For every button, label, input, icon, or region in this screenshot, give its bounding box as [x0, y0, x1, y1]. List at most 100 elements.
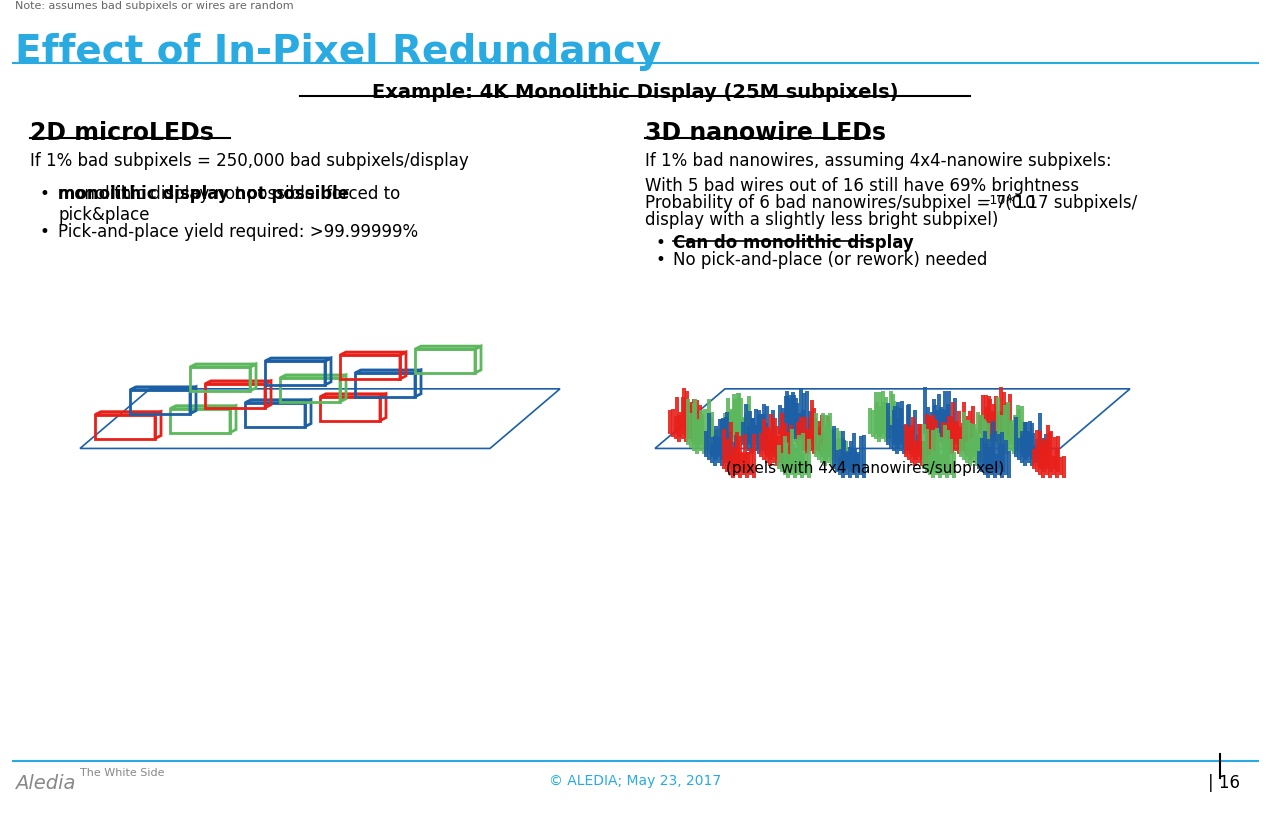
Bar [839, 450, 843, 469]
Bar [801, 432, 805, 472]
Bar [946, 404, 949, 442]
Bar [709, 417, 713, 455]
Bar [871, 410, 874, 437]
Bar [1052, 437, 1057, 469]
Bar [938, 455, 942, 478]
Bar [1021, 436, 1024, 458]
Bar [888, 424, 894, 449]
Bar [806, 428, 810, 449]
Bar [731, 455, 735, 478]
Bar [1005, 436, 1009, 455]
Bar [787, 397, 791, 442]
Bar [882, 401, 886, 433]
Bar [805, 436, 810, 455]
Bar [810, 417, 813, 451]
Bar [777, 446, 780, 469]
Bar [1017, 409, 1021, 446]
Bar [782, 424, 785, 466]
Bar [1035, 446, 1038, 463]
Bar [819, 432, 824, 455]
Bar [1037, 443, 1041, 466]
Bar [894, 406, 897, 446]
Bar [1041, 437, 1045, 463]
Bar [780, 413, 784, 458]
Text: © ALEDIA; May 23, 2017: © ALEDIA; May 23, 2017 [549, 774, 721, 788]
Bar [902, 424, 906, 455]
Bar [988, 396, 991, 442]
Bar [1038, 413, 1042, 460]
Bar [838, 458, 841, 475]
Bar [1041, 446, 1045, 478]
Bar [755, 424, 759, 446]
Bar [984, 395, 988, 440]
Bar [888, 415, 892, 440]
Bar [932, 399, 935, 442]
Bar [805, 391, 810, 440]
Bar [874, 392, 878, 440]
Bar [990, 433, 994, 475]
Bar [833, 426, 836, 469]
Bar [1024, 422, 1028, 460]
Bar [942, 440, 946, 475]
Bar [1019, 420, 1023, 455]
Bar [758, 410, 761, 455]
Bar [691, 399, 697, 437]
Bar [744, 414, 749, 433]
Bar [947, 391, 951, 437]
Bar [921, 441, 925, 460]
Bar [769, 414, 773, 460]
Bar [763, 404, 766, 446]
Bar [1046, 424, 1050, 469]
Bar [765, 431, 769, 463]
Bar [1026, 432, 1030, 455]
Text: -10: -10 [985, 194, 1005, 207]
Bar [939, 406, 943, 442]
Bar [1052, 456, 1056, 475]
Bar [988, 447, 991, 472]
Bar [944, 423, 948, 449]
Bar [732, 394, 736, 442]
Bar [778, 405, 782, 433]
Bar [733, 435, 738, 466]
Bar [986, 423, 990, 463]
Bar [929, 450, 933, 469]
Bar [710, 412, 714, 449]
Bar [752, 424, 758, 442]
Bar [784, 443, 788, 469]
Bar [975, 432, 979, 466]
Bar [1016, 405, 1021, 451]
Bar [896, 401, 900, 449]
Text: With 5 bad wires out of 16 still have 69% brightness: With 5 bad wires out of 16 still have 69… [644, 177, 1079, 195]
Bar [998, 446, 1002, 469]
Bar [1008, 394, 1012, 442]
Bar [1035, 429, 1038, 472]
Bar [989, 443, 993, 466]
Bar [785, 432, 791, 463]
Bar [910, 424, 914, 463]
Text: (0.17 subpixels/: (0.17 subpixels/ [1000, 194, 1138, 212]
Bar [907, 404, 911, 446]
Bar [838, 437, 841, 466]
Text: Probability of 6 bad nanowires/subpixel = 7*10: Probability of 6 bad nanowires/subpixel … [644, 194, 1036, 212]
Bar [988, 399, 991, 437]
Bar [1043, 433, 1049, 466]
Bar [946, 441, 949, 478]
Bar [749, 410, 752, 446]
Bar [707, 399, 710, 446]
Bar [1002, 415, 1007, 451]
Bar [965, 431, 969, 449]
Bar [716, 428, 719, 455]
Bar [736, 392, 740, 440]
Bar [751, 418, 755, 449]
Bar [826, 415, 830, 455]
Bar [1030, 423, 1035, 466]
Text: •: • [655, 251, 665, 268]
Bar [691, 403, 697, 451]
Bar [892, 401, 896, 437]
Bar [911, 417, 915, 458]
Bar [749, 449, 752, 475]
Bar [1009, 423, 1013, 451]
Bar [927, 406, 930, 437]
Bar [853, 450, 857, 469]
Bar [885, 406, 888, 437]
